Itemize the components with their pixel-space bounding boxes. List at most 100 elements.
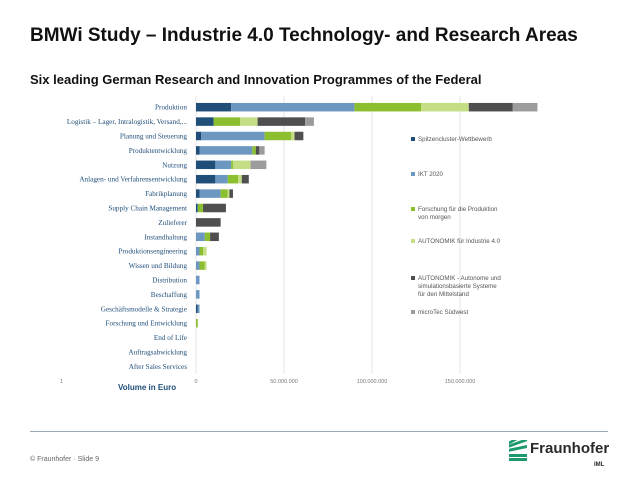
logo-text: Fraunhofer	[530, 440, 610, 457]
bar-segment	[220, 189, 228, 198]
bar-segment	[354, 102, 422, 112]
page-title: BMWi Study – Industrie 4.0 Technology- a…	[30, 25, 578, 46]
category-label: Logistik – Lager, Intralogistik, Versand…	[67, 118, 187, 126]
bar-segment	[199, 146, 253, 155]
bar-segment	[468, 102, 513, 112]
bar-segment	[203, 246, 207, 256]
bar-segment	[203, 203, 226, 213]
category-label: Supply Chain Management	[108, 205, 187, 213]
bar-segment	[227, 174, 239, 184]
bar-segment	[196, 290, 200, 299]
bar-segment	[196, 318, 198, 328]
bar-segment	[199, 261, 205, 270]
bar-segment	[231, 160, 233, 170]
bar-segment	[201, 131, 265, 141]
category-label: Zulieferer	[158, 219, 187, 227]
page-subtitle: Six leading German Research and Innovati…	[30, 72, 482, 87]
bar-segment	[196, 117, 214, 126]
bar-segment	[197, 203, 204, 213]
category-label: Produktionsengineering	[118, 248, 187, 256]
bar-segment	[215, 160, 232, 170]
bar-segment	[196, 174, 216, 184]
bar-segment	[196, 102, 232, 112]
category-label: Produktentwicklung	[129, 147, 188, 155]
bar-segment	[257, 117, 306, 126]
category-label: Wissen und Bildung	[129, 262, 188, 270]
bar-segment	[196, 218, 221, 227]
category-label: End of Life	[154, 334, 187, 342]
x-tick-label: 100.000.000	[357, 379, 388, 385]
bar-segment	[196, 146, 200, 155]
x-tick-label: 50.000.000	[270, 379, 298, 385]
legend-swatch	[411, 276, 415, 280]
bar-segment	[196, 203, 198, 213]
legend-swatch	[411, 239, 415, 243]
category-label: Instandhaltung	[144, 233, 187, 241]
bar-segment	[196, 160, 216, 170]
bar-segment	[196, 275, 200, 285]
bar-segment	[294, 131, 304, 141]
fraunhofer-logo: Fraunhofer IML	[508, 440, 610, 472]
bar-segment	[196, 246, 200, 256]
bar-segment	[210, 232, 219, 242]
category-label: Fabrikplanung	[145, 190, 187, 198]
logo-sub: IML	[594, 462, 605, 468]
category-label: Auftragsabwicklung	[128, 349, 187, 357]
legend-swatch	[411, 310, 415, 314]
legend-entry: Spitzencluster-Wettbewerb	[418, 136, 492, 143]
bar-segment	[227, 189, 230, 198]
x-axis-title: Volume in Euro	[118, 383, 177, 392]
category-label: Nutzung	[162, 161, 187, 169]
legend-swatch	[411, 207, 415, 211]
bar-segment	[252, 146, 256, 155]
legend-swatch	[411, 172, 415, 176]
left-axis-marker: 1	[60, 379, 63, 385]
legend-entry: AUTONOMIK - Autonome und simulationsbasie…	[418, 275, 501, 298]
bar-segment	[255, 146, 260, 155]
legend-swatch	[411, 137, 415, 141]
legend-entry: AUTONOMIK für Industrie 4.0	[418, 238, 501, 245]
legend-entry: IKT 2020	[418, 171, 444, 178]
legend-entry: Forschung für die Produktion von morgen	[418, 206, 498, 221]
bar-segment	[512, 102, 538, 112]
bar-segment	[259, 146, 265, 155]
category-label: Distribution	[152, 277, 187, 285]
bar-segment	[421, 102, 469, 112]
bar-segment	[196, 261, 200, 270]
category-label: Planung und Steuerung	[120, 133, 187, 141]
bar-segment	[196, 189, 200, 198]
bar-segment	[196, 304, 198, 314]
bar-segment	[204, 261, 207, 270]
x-tick-label: 0	[194, 379, 197, 385]
bar-segment	[229, 189, 233, 198]
bar-segment	[199, 189, 221, 198]
bar-segment	[240, 117, 258, 126]
fraunhofer-logo-icon	[509, 440, 527, 461]
bar-segment	[241, 174, 249, 184]
bar-segment	[215, 174, 228, 184]
category-label: After Sales Services	[129, 363, 187, 371]
bar-segment	[231, 102, 355, 112]
category-label: Anlagen- und Verfahrensentwicklung	[79, 176, 187, 184]
legend-entry: microTec Südwest	[418, 309, 468, 316]
bar-segment	[291, 131, 295, 141]
bar-segment	[264, 131, 292, 141]
bar-segment	[199, 246, 204, 256]
bar-segment	[250, 160, 267, 170]
category-label: Forschung und Entwicklung	[106, 320, 188, 328]
bar-segment	[232, 160, 251, 170]
category-label: Geschäftsmodelle & Strategie	[101, 305, 187, 313]
category-label: Produktion	[155, 104, 187, 112]
category-label: Beschaffung	[151, 291, 188, 299]
bar-segment	[305, 117, 314, 126]
x-tick-label: 150.000.000	[445, 379, 476, 385]
bar-segment	[197, 304, 200, 314]
bar-segment	[213, 117, 240, 126]
footer-divider	[30, 431, 608, 432]
bar-segment	[196, 131, 202, 141]
bar-segment	[204, 232, 211, 242]
bar-segment	[238, 174, 242, 184]
slide-label: © Fraunhofer · Slide 9	[30, 456, 99, 463]
bar-segment	[196, 232, 205, 242]
